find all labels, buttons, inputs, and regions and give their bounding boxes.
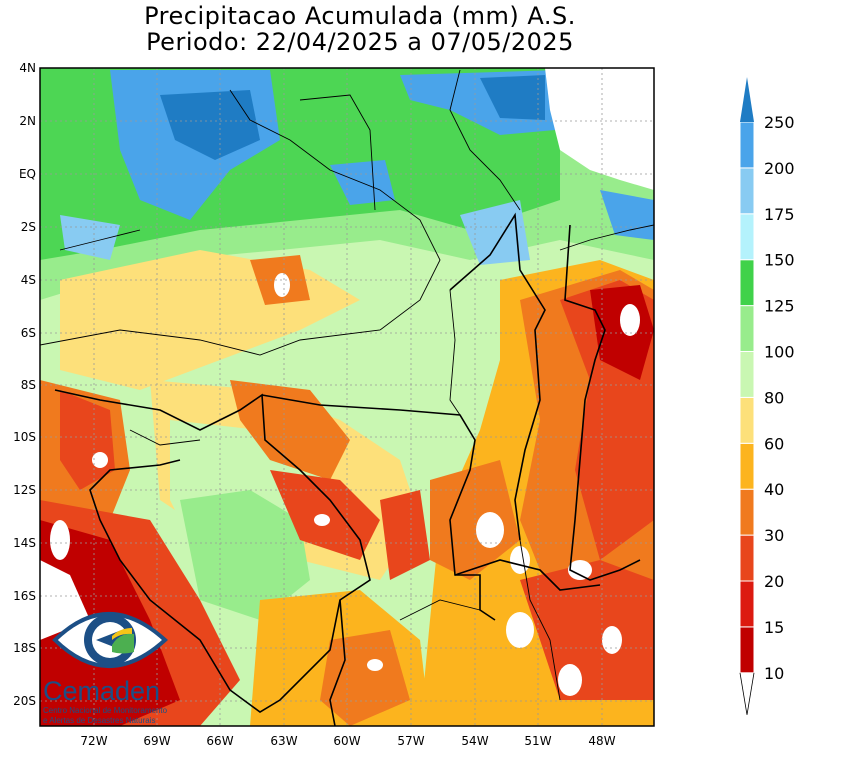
lon-label: 66W [206,734,233,748]
map-title-line2: Periodo: 22/04/2025 a 07/05/2025 [146,28,574,56]
colorbar-swatch [739,351,755,398]
colorbar-swatch [739,580,755,628]
colorbar-label: 150 [764,251,795,270]
lat-label: 12S [13,483,36,497]
cemaden-logo-icon [52,612,168,668]
colorbar-label: 10 [764,664,784,683]
colorbar-label: 20 [764,572,784,591]
lat-label: 4S [21,273,36,287]
state-lines [40,69,654,701]
colorbar-label: 80 [764,388,784,407]
lon-axis: 72W 69W 66W 63W 60W 57W 54W 51W 48W [80,734,615,748]
lon-label: 72W [80,734,107,748]
colorbar-label: 60 [764,434,784,453]
colorbar-swatch [739,121,755,169]
precipitation-field [40,68,654,726]
colorbar-label: 175 [764,205,795,224]
lat-label: EQ [19,167,36,181]
lon-label: 57W [397,734,424,748]
colorbar-swatch [739,396,755,444]
colorbar-swatch [739,305,755,353]
colorbar-label: 15 [764,618,784,637]
colorbar-label: 30 [764,526,784,545]
colorbar-label: 200 [764,159,795,178]
logo-name: Cemaden [43,676,161,706]
colorbar-swatch [739,213,755,261]
map-title-line1: Precipitacao Acumulada (mm) A.S. [144,2,576,30]
lat-axis: 4N 2N EQ 2S 4S 6S 8S 10S 12S 14S 16S 18S… [13,61,36,708]
political-boundaries [54,212,641,726]
colorbar-label: 125 [764,297,795,316]
lon-label: 63W [270,734,297,748]
map-frame [39,67,655,727]
colorbar: 10 15 20 30 40 60 80 100 125 150 175 200 250 [739,77,795,715]
lat-label: 2N [19,114,36,128]
lat-label: 16S [13,589,36,603]
colorbar-swatch [739,167,755,215]
lat-label: 10S [13,430,36,444]
colorbar-label: 40 [764,480,784,499]
lon-label: 48W [588,734,615,748]
colorbar-swatch [739,626,755,674]
lon-label: 51W [524,734,551,748]
colorbar-swatch [739,442,755,490]
lat-label: 14S [13,536,36,550]
logo-subtitle-line2: e Alertas de Desastres Naturais [43,716,156,725]
lon-label: 54W [461,734,488,748]
colorbar-bottom-arrow [739,672,755,715]
lat-label: 6S [21,326,36,340]
lat-label: 20S [13,694,36,708]
colorbar-label: 250 [764,113,795,132]
lat-label: 8S [21,378,36,392]
colorbar-label: 100 [764,343,795,362]
lon-label: 60W [333,734,360,748]
colorbar-swatch [739,259,755,307]
lat-label: 18S [13,641,36,655]
lat-label: 4N [19,61,36,75]
colorbar-swatch [739,488,755,536]
lat-label: 2S [21,220,36,234]
colorbar-top-arrow [740,77,754,122]
logo-subtitle-line1: Centro Nacional de Monitoramento [43,706,168,715]
colorbar-swatch [739,534,755,582]
lon-label: 69W [143,734,170,748]
